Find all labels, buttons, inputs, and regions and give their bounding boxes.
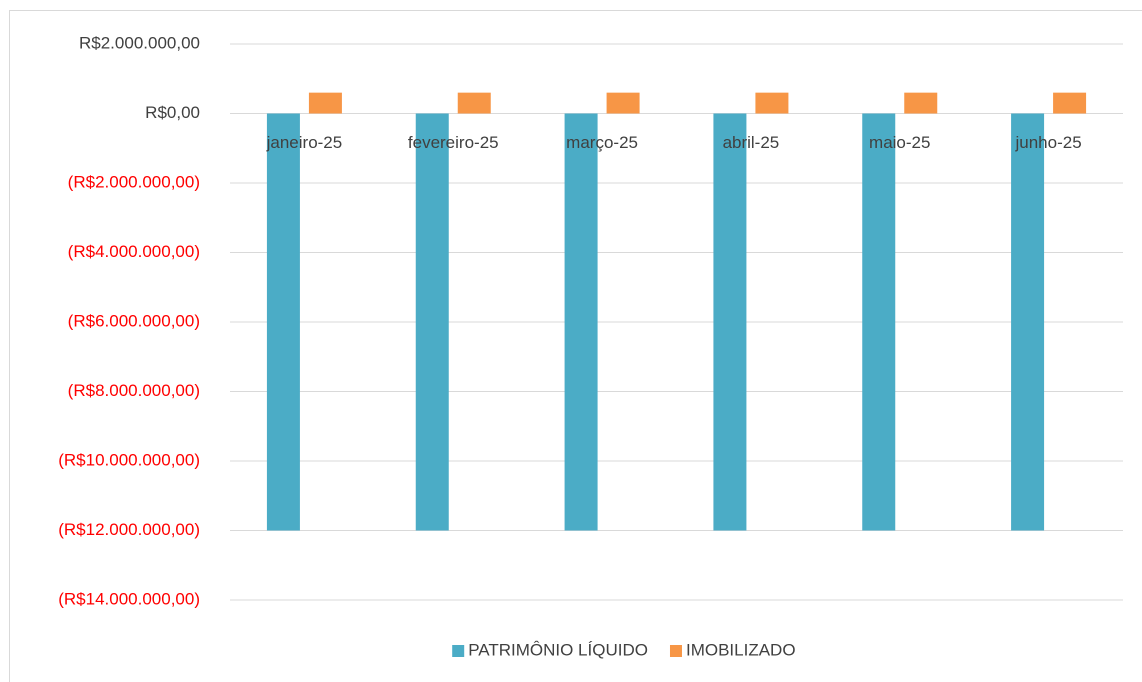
y-tick-label: (R$8.000.000,00) — [68, 381, 200, 400]
legend-swatch — [452, 645, 465, 657]
bar — [755, 92, 789, 114]
bar — [1053, 92, 1087, 114]
bar — [904, 92, 938, 114]
bar — [266, 113, 300, 531]
y-tick-label: (R$14.000.000,00) — [58, 589, 200, 608]
y-tick-label: (R$10.000.000,00) — [58, 450, 200, 469]
bar — [308, 92, 342, 114]
bar — [606, 92, 640, 114]
x-tick-label: janeiro-25 — [266, 133, 343, 152]
legend-swatch — [669, 645, 682, 657]
legend-label: PATRIMÔNIO LÍQUIDO — [468, 640, 648, 659]
x-tick-label: abril-25 — [723, 133, 780, 152]
x-tick-label: fevereiro-25 — [408, 133, 499, 152]
y-tick-label: (R$6.000.000,00) — [68, 311, 200, 330]
bar — [415, 113, 449, 531]
y-tick-label: R$0,00 — [145, 103, 200, 122]
bar — [713, 113, 747, 531]
legend-label: IMOBILIZADO — [686, 640, 796, 659]
x-tick-label: maio-25 — [869, 133, 930, 152]
y-tick-label: (R$4.000.000,00) — [68, 242, 200, 261]
y-tick-label: R$2.000.000,00 — [79, 33, 200, 52]
bar — [564, 113, 598, 531]
bar — [1011, 113, 1045, 531]
bar — [457, 92, 491, 114]
y-tick-label: (R$2.000.000,00) — [68, 172, 200, 191]
bar — [862, 113, 896, 531]
x-tick-label: junho-25 — [1014, 133, 1081, 152]
x-tick-label: março-25 — [566, 133, 638, 152]
chart-frame — [9, 10, 1142, 682]
y-tick-label: (R$12.000.000,00) — [58, 520, 200, 539]
